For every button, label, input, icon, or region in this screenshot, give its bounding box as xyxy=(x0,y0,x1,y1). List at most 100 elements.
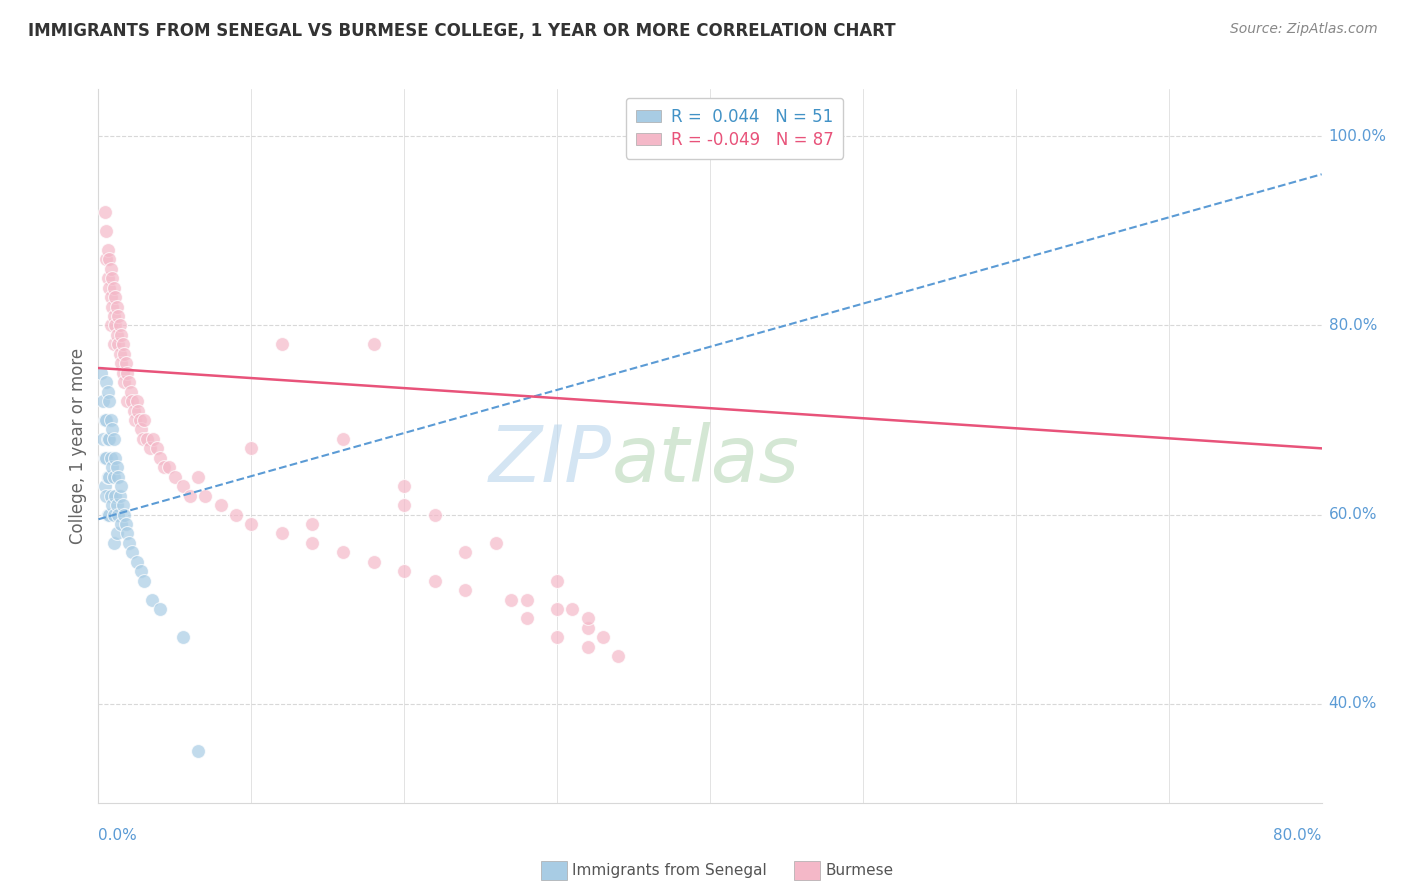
Point xyxy=(93,205,115,219)
Point xyxy=(172,631,194,645)
Point xyxy=(125,555,148,569)
Point xyxy=(93,413,115,427)
Point xyxy=(101,271,124,285)
Point xyxy=(100,450,122,465)
Point xyxy=(97,469,120,483)
Point xyxy=(134,413,156,427)
Point xyxy=(332,545,354,559)
Point xyxy=(103,469,125,483)
Point xyxy=(94,413,117,427)
Point xyxy=(100,261,122,276)
Point xyxy=(225,508,247,522)
Point xyxy=(187,469,209,483)
Point xyxy=(97,384,120,399)
Text: 40.0%: 40.0% xyxy=(1329,696,1376,711)
Point xyxy=(107,337,129,351)
Point xyxy=(128,413,150,427)
Point xyxy=(454,545,477,559)
Legend: R =  0.044   N = 51, R = -0.049   N = 87: R = 0.044 N = 51, R = -0.049 N = 87 xyxy=(626,97,844,159)
Point xyxy=(516,592,538,607)
Point xyxy=(108,347,131,361)
Point xyxy=(149,450,172,465)
Point xyxy=(125,394,148,409)
Point xyxy=(576,640,599,654)
Point xyxy=(94,489,117,503)
Point xyxy=(93,450,115,465)
Point xyxy=(104,450,127,465)
Point xyxy=(101,460,124,475)
Point xyxy=(142,432,165,446)
Point xyxy=(209,498,232,512)
Point xyxy=(93,479,115,493)
Point xyxy=(112,508,135,522)
Point xyxy=(105,526,128,541)
Point xyxy=(392,498,416,512)
Point xyxy=(240,442,263,456)
Point xyxy=(270,337,292,351)
Point xyxy=(516,611,538,625)
Point xyxy=(270,526,292,541)
Point xyxy=(423,574,446,588)
Point xyxy=(103,508,125,522)
Point xyxy=(115,516,138,531)
Point xyxy=(103,432,125,446)
Point xyxy=(110,356,132,370)
Point xyxy=(153,460,176,475)
Point xyxy=(103,309,125,323)
Point xyxy=(98,432,121,446)
Point xyxy=(108,489,131,503)
Point xyxy=(98,394,121,409)
Point xyxy=(100,290,122,304)
Point xyxy=(576,621,599,635)
Point xyxy=(127,403,149,417)
Text: 80.0%: 80.0% xyxy=(1274,828,1322,843)
Point xyxy=(117,526,139,541)
Point xyxy=(607,649,630,664)
Point xyxy=(546,574,568,588)
Point xyxy=(122,403,145,417)
Point xyxy=(103,337,125,351)
Point xyxy=(124,413,146,427)
Text: 60.0%: 60.0% xyxy=(1329,507,1376,522)
Point xyxy=(118,375,141,389)
Point xyxy=(104,318,127,333)
Y-axis label: College, 1 year or more: College, 1 year or more xyxy=(69,348,87,544)
Point xyxy=(98,252,121,267)
Text: ZIP: ZIP xyxy=(489,422,612,499)
Point xyxy=(129,422,152,436)
Text: 0.0%: 0.0% xyxy=(98,828,138,843)
Point xyxy=(94,224,117,238)
Point xyxy=(107,309,129,323)
Point xyxy=(485,536,508,550)
Point xyxy=(97,243,120,257)
Point xyxy=(108,318,131,333)
Point xyxy=(105,327,128,342)
Point xyxy=(110,479,132,493)
Point xyxy=(561,602,583,616)
Point xyxy=(112,375,135,389)
Point xyxy=(501,592,523,607)
Point xyxy=(141,592,163,607)
Point xyxy=(100,318,122,333)
Point xyxy=(103,536,125,550)
Point xyxy=(100,413,122,427)
Point xyxy=(107,508,129,522)
Point xyxy=(363,555,385,569)
Point xyxy=(121,394,143,409)
Point xyxy=(103,281,125,295)
Point xyxy=(129,564,152,578)
Point xyxy=(163,469,186,483)
Point xyxy=(107,469,129,483)
Text: Source: ZipAtlas.com: Source: ZipAtlas.com xyxy=(1230,22,1378,37)
Point xyxy=(94,450,117,465)
Point xyxy=(112,347,135,361)
Point xyxy=(91,394,114,409)
Point xyxy=(98,508,121,522)
Point xyxy=(97,271,120,285)
Point xyxy=(98,469,121,483)
Point xyxy=(118,536,141,550)
Point xyxy=(120,384,142,399)
Point xyxy=(94,252,117,267)
Point xyxy=(136,432,159,446)
Point xyxy=(240,516,263,531)
